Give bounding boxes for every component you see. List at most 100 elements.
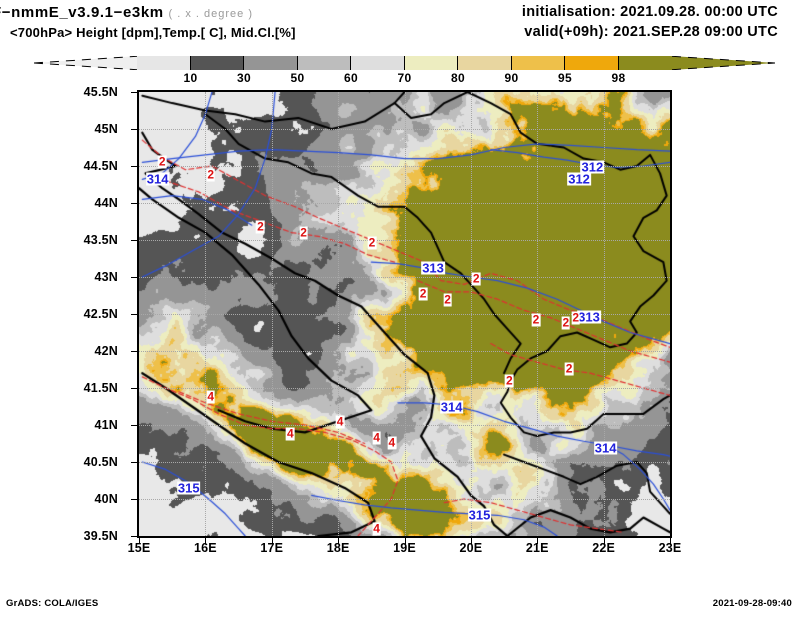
footer-timestamp: 2021-09-28-09:40 <box>712 598 792 609</box>
yaxis-label-45N: 45N <box>94 122 118 136</box>
yaxis-tick <box>131 425 137 426</box>
gridline-horizontal <box>139 203 670 204</box>
initialisation-time: initialisation: 2021.09.28. 00:00 UTC <box>521 4 778 20</box>
contour-label-height-315: 315 <box>467 507 492 523</box>
gridline-horizontal <box>139 129 670 130</box>
contour-label-height-314: 314 <box>593 440 618 456</box>
yaxis-tick <box>131 277 137 278</box>
yaxis-tick <box>131 314 137 315</box>
colorbar-cell-9 <box>618 56 672 70</box>
colorbar-tick-95: 95 <box>558 71 572 85</box>
contour-label-temp-4: 4 <box>387 435 397 450</box>
footer-source: GrADS: COLA/IGES <box>6 598 99 609</box>
colorbar-cell-6 <box>458 56 512 70</box>
yaxis-label-44.5N: 44.5N <box>83 159 118 173</box>
model-title: F−nmmE_v3.9.1−e3km ( . x . degree ) <box>0 4 412 21</box>
contour-label-height-313: 313 <box>421 260 445 276</box>
gridline-horizontal <box>139 425 670 426</box>
gridline-horizontal <box>139 314 670 315</box>
yaxis-label-43.5N: 43.5N <box>83 233 118 247</box>
colorbar-tick-80: 80 <box>451 71 465 85</box>
header-right-block: initialisation: 2021.09.28. 00:00 UTC va… <box>358 4 778 40</box>
colorbar-cell-4 <box>351 56 405 70</box>
model-resolution: ( . x . degree ) <box>168 8 254 20</box>
contour-label-temp-2: 2 <box>367 235 377 250</box>
contour-label-temp-2: 2 <box>505 373 514 388</box>
contour-label-temp-2: 2 <box>206 167 216 182</box>
gridline-horizontal <box>139 388 670 389</box>
xaxis-tick <box>139 538 140 544</box>
xaxis-tick <box>470 538 472 544</box>
colorbar-cell-2 <box>244 56 298 70</box>
colorbar-low-arrow <box>34 56 137 70</box>
yaxis-label-42.5N: 42.5N <box>83 307 118 321</box>
contour-label-temp-4: 4 <box>372 430 381 445</box>
colorbar-tick-90: 90 <box>504 71 519 85</box>
contour-label-height-313: 313 <box>577 309 601 325</box>
yaxis-tick <box>131 240 137 241</box>
colorbar-tick-70: 70 <box>397 71 412 85</box>
xaxis-tick <box>404 538 406 544</box>
yaxis-tick <box>131 351 137 352</box>
contour-label-height-314: 314 <box>145 171 170 187</box>
yaxis-label-40.5N: 40.5N <box>83 455 118 469</box>
contour-label-height-312: 312 <box>580 159 605 175</box>
contour-label-temp-2: 2 <box>443 292 452 307</box>
gridline-horizontal <box>139 240 670 241</box>
contour-label-temp-4: 4 <box>335 414 345 429</box>
colorbar-cell-8 <box>565 56 619 70</box>
gridline-horizontal <box>139 462 670 463</box>
colorbar-tick-60: 60 <box>344 71 358 85</box>
xaxis-label-16E: 16E <box>193 541 217 555</box>
valid-time: valid(+09h): 2021.SEP.28 09:00 UTC <box>524 24 778 40</box>
contour-label-height-315: 315 <box>176 480 201 496</box>
yaxis-label-45.5N: 45.5N <box>83 85 118 99</box>
gridline-horizontal <box>139 166 670 167</box>
contour-label-temp-2: 2 <box>471 271 481 286</box>
xaxis-tick <box>603 538 605 544</box>
yaxis-tick <box>131 499 137 500</box>
map-plot-area[interactable]: 314 312 312 313 313 314 314 315 315 2 2 2 2 2 2 2 2 2 2 2 2 2… <box>137 90 672 538</box>
contour-label-temp-4: 4 <box>372 521 381 536</box>
contour-label-height-314: 314 <box>439 399 464 415</box>
contour-label-temp-2: 2 <box>561 315 571 330</box>
colorbar-strip <box>137 56 672 70</box>
colorbar-tick-98: 98 <box>611 71 626 85</box>
contour-label-temp-2: 2 <box>157 154 167 169</box>
yaxis-tick <box>131 388 137 389</box>
xaxis-label-21E: 21E <box>525 541 549 555</box>
yaxis-tick <box>131 129 137 130</box>
yaxis-label-41.5N: 41.5N <box>83 381 118 395</box>
model-name: F−nmmE_v3.9.1−e3km <box>0 4 164 21</box>
yaxis-tick <box>131 166 137 167</box>
yaxis-label-41N: 41N <box>94 418 118 432</box>
xaxis-label-18E: 18E <box>326 541 350 555</box>
yaxis-label-39.5N: 39.5N <box>83 529 118 543</box>
colorbar-tick-50: 50 <box>290 71 305 85</box>
header-left-block: F−nmmE_v3.9.1−e3km ( . x . degree ) <700… <box>0 4 412 40</box>
yaxis-label-43N: 43N <box>94 270 118 284</box>
chart-header: F−nmmE_v3.9.1−e3km ( . x . degree ) <700… <box>0 0 800 50</box>
contour-label-temp-4: 4 <box>206 389 216 404</box>
yaxis-tick <box>131 536 137 537</box>
gridline-horizontal <box>139 351 670 352</box>
xaxis-tick <box>670 538 671 544</box>
field-description: <700hPa> Height [dpm],Temp.[ C], Mid.Cl.… <box>10 25 296 40</box>
contour-label-height-312: 312 <box>567 171 591 187</box>
contour-label-temp-2: 2 <box>531 312 541 327</box>
colorbar-tick-30: 30 <box>237 71 251 85</box>
xaxis-label-17E: 17E <box>260 541 284 555</box>
xaxis-tick <box>537 538 539 544</box>
xaxis-label-23E: 23E <box>658 541 682 555</box>
xaxis-label-20E: 20E <box>459 541 483 555</box>
xaxis-tick <box>205 538 207 544</box>
yaxis-label-40N: 40N <box>94 492 118 506</box>
colorbar-cell-7 <box>511 56 565 70</box>
contour-label-temp-2: 2 <box>418 286 428 301</box>
xaxis-label-15E: 15E <box>127 541 151 555</box>
contour-label-temp-4: 4 <box>286 426 295 441</box>
gridline-horizontal <box>139 499 670 500</box>
yaxis-tick <box>131 203 137 204</box>
yaxis-tick <box>131 462 137 463</box>
chart-footer: GrADS: COLA/IGES 2021-09-28-09:40 <box>0 598 800 612</box>
